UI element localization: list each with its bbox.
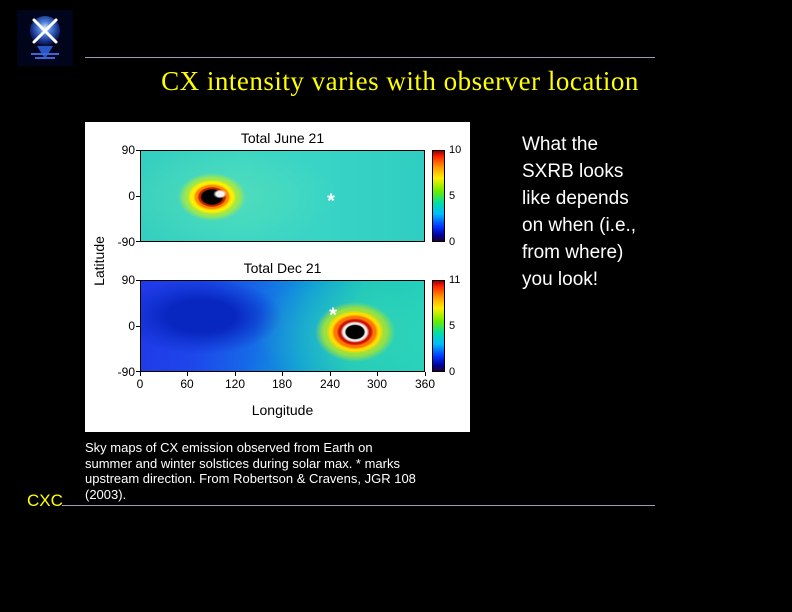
figure-caption: Sky maps of CX emission observed from Ea… xyxy=(85,440,416,502)
june-upstream-marker: * xyxy=(327,190,335,213)
dec-ytick-neg90: -90 xyxy=(117,365,135,379)
dec-colorbar-min: 0 xyxy=(449,366,456,378)
slide-title: CX intensity varies with observer locati… xyxy=(161,66,639,96)
june-colorbar-min: 0 xyxy=(449,236,456,248)
june-ytick-neg90: -90 xyxy=(117,235,135,249)
tick-mark xyxy=(136,371,140,372)
cxc-corner-label: CXC xyxy=(27,491,63,510)
june-colorbar-max: 10 xyxy=(449,144,462,156)
tick-mark xyxy=(136,150,140,151)
dec-colorbar-max: 11 xyxy=(449,274,461,286)
dec-colorbar-mid: 5 xyxy=(449,320,456,332)
cxc-logo xyxy=(17,10,73,66)
y-axis-label: Latitude xyxy=(91,236,107,286)
cxc-logo-icon xyxy=(17,10,73,66)
tick-mark xyxy=(136,196,140,197)
tick-mark xyxy=(377,372,378,376)
xtick-360: 360 xyxy=(414,377,436,391)
xtick-300: 300 xyxy=(366,377,388,391)
dec-skymap: * xyxy=(140,280,425,372)
tick-mark xyxy=(140,372,141,376)
tick-mark xyxy=(187,372,188,376)
dec-map-title: Total Dec 21 xyxy=(243,260,322,276)
side-note-text: What the SXRB looks like depends on when… xyxy=(522,134,637,290)
tick-mark xyxy=(330,372,331,376)
tick-mark xyxy=(425,372,426,376)
tick-mark xyxy=(235,372,236,376)
dec-upstream-marker: * xyxy=(329,304,337,327)
xtick-180: 180 xyxy=(271,377,293,391)
skymap-figure: Total June 21 * 10 5 0 90 0 -90 Total De… xyxy=(85,122,470,432)
tick-mark xyxy=(136,280,140,281)
bottom-divider xyxy=(62,505,655,506)
tick-mark xyxy=(282,372,283,376)
xtick-60: 60 xyxy=(180,377,194,391)
xtick-240: 240 xyxy=(319,377,341,391)
tick-mark xyxy=(136,326,140,327)
x-axis-label: Longitude xyxy=(251,402,314,418)
dec-ytick-0: 0 xyxy=(128,319,135,333)
june-map-title: Total June 21 xyxy=(240,130,325,146)
dec-ytick-90: 90 xyxy=(121,273,135,287)
june-colorbar-mid: 5 xyxy=(449,190,456,202)
tick-mark xyxy=(136,241,140,242)
xtick-0: 0 xyxy=(136,377,144,391)
dec-colorbar xyxy=(432,280,445,372)
top-divider xyxy=(85,57,655,58)
june-colorbar xyxy=(432,150,445,242)
june-skymap: * xyxy=(140,150,425,242)
june-ytick-0: 0 xyxy=(128,189,135,203)
xtick-120: 120 xyxy=(224,377,246,391)
june-ytick-90: 90 xyxy=(121,143,135,157)
